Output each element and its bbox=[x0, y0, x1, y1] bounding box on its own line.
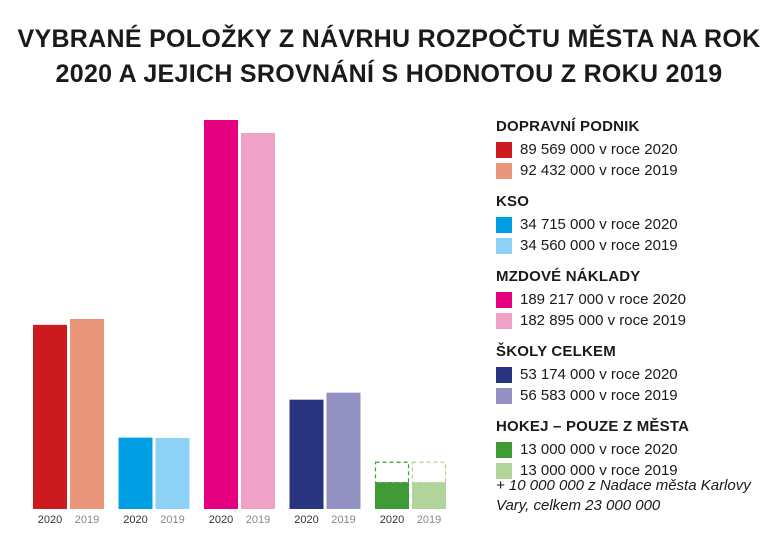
legend-swatch bbox=[496, 366, 512, 383]
bar-extra-outline bbox=[411, 461, 447, 484]
legend-item: 189 217 000 v roce 2020 bbox=[496, 289, 766, 310]
bar-group: 2020 2019 bbox=[118, 437, 190, 526]
legend-label: 92 432 000 v roce 2019 bbox=[520, 162, 678, 179]
legend-label: 13 000 000 v roce 2020 bbox=[520, 441, 678, 458]
x-tick-label: 2019 bbox=[160, 514, 184, 526]
legend-swatch bbox=[496, 291, 512, 308]
bar bbox=[70, 318, 104, 509]
bar-group: 2020 2019 bbox=[374, 461, 447, 526]
legend-group: KSO 34 715 000 v roce 2020 34 560 000 v ro… bbox=[496, 192, 766, 256]
x-tick-label: 2020 bbox=[294, 514, 318, 526]
legend-label: 189 217 000 v roce 2020 bbox=[520, 291, 686, 308]
legend-item: 56 583 000 v roce 2019 bbox=[496, 385, 766, 406]
legend-item: 13 000 000 v roce 2019 bbox=[496, 460, 766, 481]
legend-item: 13 000 000 v roce 2020 bbox=[496, 439, 766, 460]
legend-swatch bbox=[496, 441, 512, 458]
legend-label: 182 895 000 v roce 2019 bbox=[520, 312, 686, 329]
legend-group-title: HOKEJ – POUZE Z MĚSTA bbox=[496, 418, 690, 435]
bar bbox=[412, 482, 446, 509]
bar bbox=[289, 399, 324, 509]
legend-group-title: MZDOVÉ NÁKLADY bbox=[496, 268, 641, 285]
x-tick-label: 2020 bbox=[38, 514, 62, 526]
bar bbox=[375, 482, 409, 509]
bar bbox=[33, 324, 67, 509]
legend-group-title: ŠKOLY CELKEM bbox=[496, 343, 616, 360]
legend-group-title: DOPRAVNÍ PODNIK bbox=[496, 118, 640, 135]
x-tick-label: 2019 bbox=[417, 514, 441, 526]
bar bbox=[118, 437, 153, 509]
legend-group: MZDOVÉ NÁKLADY 189 217 000 v roce 2020 182… bbox=[496, 267, 766, 331]
bar-chart: 2020 2019 2020 2019 2020 2019 2020 2019 2020 2019 bbox=[33, 120, 447, 526]
legend-swatch bbox=[496, 216, 512, 233]
x-tick-label: 2020 bbox=[123, 514, 147, 526]
legend-swatch bbox=[496, 141, 512, 158]
legend-swatch bbox=[496, 312, 512, 329]
legend-item: 89 569 000 v roce 2020 bbox=[496, 139, 766, 160]
legend-swatch bbox=[496, 237, 512, 254]
legend-group: DOPRAVNÍ PODNIK 89 569 000 v roce 2020 92 … bbox=[496, 117, 766, 181]
bar-group: 2020 2019 bbox=[33, 318, 104, 526]
chart-title: VYBRANÉ POLOŽKY Z NÁVRHU ROZPOČTU MĚSTA … bbox=[0, 22, 778, 92]
legend-label: 34 560 000 v roce 2019 bbox=[520, 237, 678, 254]
bar-group: 2020 2019 bbox=[289, 392, 361, 526]
x-tick-label: 2019 bbox=[75, 514, 99, 526]
x-tick-label: 2020 bbox=[380, 514, 404, 526]
x-tick-label: 2019 bbox=[246, 514, 270, 526]
legend-item: 92 432 000 v roce 2019 bbox=[496, 160, 766, 181]
bar bbox=[204, 120, 238, 509]
legend-item: 34 560 000 v roce 2019 bbox=[496, 235, 766, 256]
legend-label: 13 000 000 v roce 2019 bbox=[520, 462, 678, 479]
legend-label: 53 174 000 v roce 2020 bbox=[520, 366, 678, 383]
bar bbox=[155, 437, 190, 509]
bar bbox=[241, 132, 275, 510]
legend-item: 182 895 000 v roce 2019 bbox=[496, 310, 766, 331]
legend-label: 34 715 000 v roce 2020 bbox=[520, 216, 678, 233]
legend-swatch bbox=[496, 387, 512, 404]
bar-extra-outline bbox=[374, 461, 410, 484]
footnote: + 10 000 000 z Nadace města Karlovy Vary… bbox=[496, 477, 751, 514]
legend-group: HOKEJ – POUZE Z MĚSTA 13 000 000 v roce 2… bbox=[496, 417, 766, 481]
bar-group: 2020 2019 bbox=[204, 120, 275, 526]
legend-item: 34 715 000 v roce 2020 bbox=[496, 214, 766, 235]
chart-title-line1: VYBRANÉ POLOŽKY Z NÁVRHU ROZPOČTU MĚSTA … bbox=[17, 25, 761, 53]
legend-group: ŠKOLY CELKEM 53 174 000 v roce 2020 56 583… bbox=[496, 342, 766, 406]
legend-item: 53 174 000 v roce 2020 bbox=[496, 364, 766, 385]
legend: DOPRAVNÍ PODNIK 89 569 000 v roce 2020 92 … bbox=[496, 117, 766, 492]
legend-swatch bbox=[496, 162, 512, 179]
x-tick-label: 2020 bbox=[209, 514, 233, 526]
legend-label: 89 569 000 v roce 2020 bbox=[520, 141, 678, 158]
x-tick-label: 2019 bbox=[331, 514, 355, 526]
legend-label: 56 583 000 v roce 2019 bbox=[520, 387, 678, 404]
legend-swatch bbox=[496, 462, 512, 479]
legend-group-title: KSO bbox=[496, 193, 530, 210]
bar bbox=[326, 392, 361, 509]
chart-title-line2: 2020 A JEJICH SROVNÁNÍ S HODNOTOU Z ROKU… bbox=[55, 60, 723, 88]
